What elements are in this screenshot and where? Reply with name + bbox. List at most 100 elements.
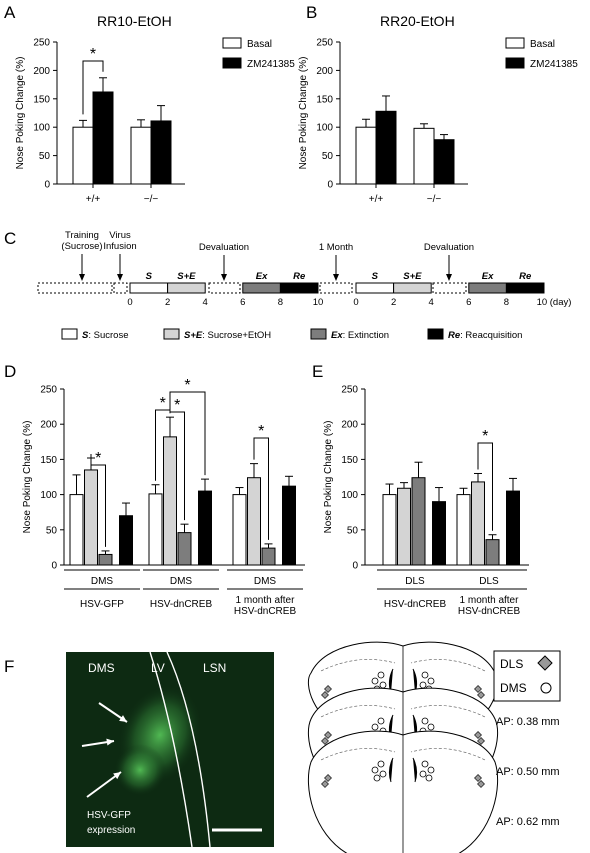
chart-d-bar: [247, 477, 261, 566]
chart-e-y-axis-label: Nose Poking Change (%): [323, 421, 334, 534]
chart-b-bar: [413, 127, 435, 185]
chart-e-ytick-label: 150: [341, 455, 358, 466]
histology-legend-circle: [540, 682, 552, 694]
dms-marker: [373, 774, 381, 782]
dms-marker: [377, 717, 385, 725]
timeline-phase-block: [468, 282, 507, 294]
dms-marker: [419, 770, 427, 778]
timeline-tick-label: 10: [313, 297, 324, 308]
timeline-phase-block: [129, 282, 169, 294]
chart-d-bar: [69, 494, 84, 566]
timeline-panel-c: S S+E Ex Re S S+E Ex Re 0 2 4 6 8 10 0 2 4 6 8 10 (day) Trai…: [37, 230, 571, 341]
chart-e-significance-bracket: [477, 442, 493, 531]
timeline-tick-label: 2: [165, 297, 170, 308]
chart-a-ytick-label: 50: [39, 151, 51, 162]
dls-marker: [321, 691, 329, 699]
chart-d-bar: [163, 436, 177, 566]
panel-letter-e: E: [312, 362, 323, 381]
dms-marker: [427, 723, 435, 731]
chart-d-sublabel: 1 month after HSV-dnCREB: [234, 595, 297, 617]
chart-d-significance-star: *: [184, 377, 190, 394]
chart-d-significance-star: *: [258, 423, 264, 440]
dms-marker: [371, 723, 379, 731]
chart-e-ytick-label: 100: [341, 490, 358, 501]
brain-contour: [410, 748, 486, 761]
chart-d-ytick-label: 100: [40, 490, 57, 501]
dls-marker: [474, 774, 482, 782]
chart-a-significance-star: *: [90, 46, 96, 63]
micrograph-arrow-head: [119, 715, 127, 722]
gfp-expression-area: [114, 744, 166, 796]
timeline-phase-block: [355, 282, 395, 294]
dls-marker: [324, 731, 332, 739]
timeline-phase-label: Ex: [482, 271, 494, 282]
dms-marker: [427, 766, 435, 774]
dms-marker: [371, 766, 379, 774]
chart-d-bar: [261, 547, 276, 566]
chart-a-xtick-label: −/−: [144, 194, 159, 205]
chart-b-bar: [355, 126, 377, 185]
chart-d-ytick-label: 150: [40, 455, 57, 466]
chart-d-significance-bracket: [90, 453, 106, 547]
brain-ventricle: [388, 757, 394, 783]
dms-marker: [425, 774, 433, 782]
micrograph-expression-label: HSV-GFP expression: [87, 810, 135, 836]
dms-marker: [427, 677, 435, 685]
chart-a-bar: [92, 91, 114, 185]
timeline-event-label: Training (Sucrose): [61, 230, 102, 252]
timeline-arrow-head: [221, 274, 227, 281]
timeline-dotted-segment: [208, 282, 241, 294]
micrograph-arrow-head: [113, 772, 121, 780]
chart-d-group-label: DMS: [254, 576, 277, 587]
chart-d-bar: [282, 485, 296, 566]
chart-b-legend-swatch: [505, 57, 525, 69]
timeline-legend-swatch: [61, 328, 78, 340]
chart-d-bar: [232, 494, 247, 566]
chart-e-significance-star: *: [482, 428, 488, 445]
chart-d-y-axis-label: Nose Poking Change (%): [22, 421, 33, 534]
brain-contour: [320, 659, 396, 672]
chart-d-sublabel: HSV-dnCREB: [150, 599, 213, 610]
chart-b-xtick-label: +/+: [369, 194, 384, 205]
histology-ap-label: AP: 0.38 mm: [496, 716, 560, 728]
dms-marker: [419, 681, 427, 689]
timeline-tick-label: 6: [240, 297, 245, 308]
histology-panel-f: DMS LV LSN HSV-GFP expression DLS DMS AP: 0.38 …: [66, 641, 561, 853]
chart-d-sublabel: HSV-GFP: [80, 599, 124, 610]
timeline-legend-label: S: Sucrose: [82, 330, 128, 341]
chart-a-bar: [72, 126, 94, 185]
dls-marker: [324, 685, 332, 693]
ventricle-boundary: [149, 651, 193, 848]
chart-b-ytick-label: 150: [316, 94, 333, 105]
chart-d-significance-star: *: [160, 395, 166, 412]
histology-ap-label: AP: 0.62 mm: [496, 816, 560, 828]
chart-d-bar: [148, 493, 163, 566]
chart-e-bar: [485, 539, 500, 566]
chart-b-bar: [433, 139, 455, 185]
chart-e: 0 50 100 150 200 250 Nose Poking Change (%) DLS…: [323, 385, 529, 617]
dms-marker: [379, 681, 387, 689]
chart-e-ytick-label: 0: [352, 561, 358, 572]
chart-a-ytick-label: 100: [33, 123, 50, 134]
chart-b-ytick-label: 0: [327, 180, 333, 191]
chart-d-significance-bracket: [169, 391, 206, 476]
chart-e-bar: [397, 487, 411, 566]
chart-a-legend-swatch: [222, 57, 242, 69]
timeline-phase-block: [505, 282, 545, 294]
timeline-phase-block: [242, 282, 281, 294]
chart-b: 0 50 100 150 200 250 Nose Poking Change (%) RR2…: [298, 13, 578, 205]
panel-letter-f: F: [4, 657, 14, 676]
timeline-arrow-head: [446, 274, 452, 281]
timeline-phase-label: S+E: [403, 271, 422, 282]
panel-letter-c: C: [4, 229, 16, 248]
timeline-legend-label: Ex: Extinction: [331, 330, 389, 341]
dms-marker: [421, 671, 429, 679]
dls-marker: [477, 737, 485, 745]
chart-a-xtick-label: +/+: [86, 194, 101, 205]
chart-b-title: RR20-EtOH: [380, 13, 455, 29]
timeline-phase-block: [167, 282, 206, 294]
histology-legend-dls: DLS: [500, 657, 523, 671]
timeline-legend-swatch: [427, 328, 444, 340]
timeline-phase-block: [393, 282, 432, 294]
